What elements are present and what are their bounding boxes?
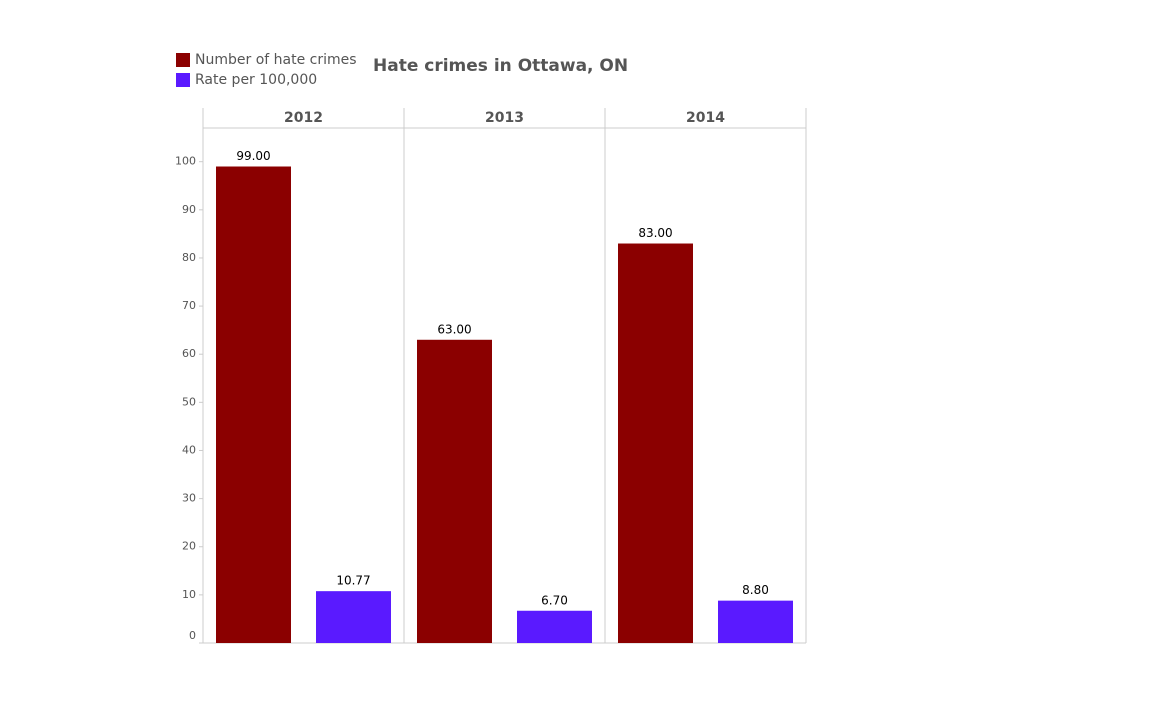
bar (718, 600, 793, 643)
value-label: 63.00 (437, 322, 471, 336)
y-tick-label: 40 (182, 443, 196, 456)
y-tick-label: 80 (182, 251, 196, 264)
y-tick-label: 70 (182, 299, 196, 312)
y-tick-label: 20 (182, 540, 196, 553)
bar (216, 166, 291, 643)
legend-swatch (176, 53, 190, 67)
y-tick-label: 90 (182, 203, 196, 216)
panel-header: 2013 (485, 110, 524, 126)
value-label: 6.70 (541, 593, 568, 607)
y-tick-label: 0 (189, 629, 196, 642)
y-tick-label: 30 (182, 492, 196, 505)
bar (316, 591, 391, 643)
y-tick-label: 100 (175, 155, 196, 168)
value-label: 8.80 (742, 583, 769, 597)
y-tick-label: 60 (182, 347, 196, 360)
value-label: 10.77 (336, 574, 370, 588)
panel-header: 2014 (686, 110, 725, 126)
panel-header: 2012 (284, 110, 323, 126)
bar (517, 610, 592, 643)
legend-label: Rate per 100,000 (195, 72, 317, 88)
legend-label: Number of hate crimes (195, 52, 357, 68)
value-label: 83.00 (638, 226, 672, 240)
legend-swatch (176, 73, 190, 87)
value-label: 99.00 (236, 149, 270, 163)
y-tick-label: 50 (182, 395, 196, 408)
bar (618, 243, 693, 643)
y-tick-label: 10 (182, 588, 196, 601)
chart-title: Hate crimes in Ottawa, ON (373, 56, 628, 76)
bar (417, 339, 492, 643)
